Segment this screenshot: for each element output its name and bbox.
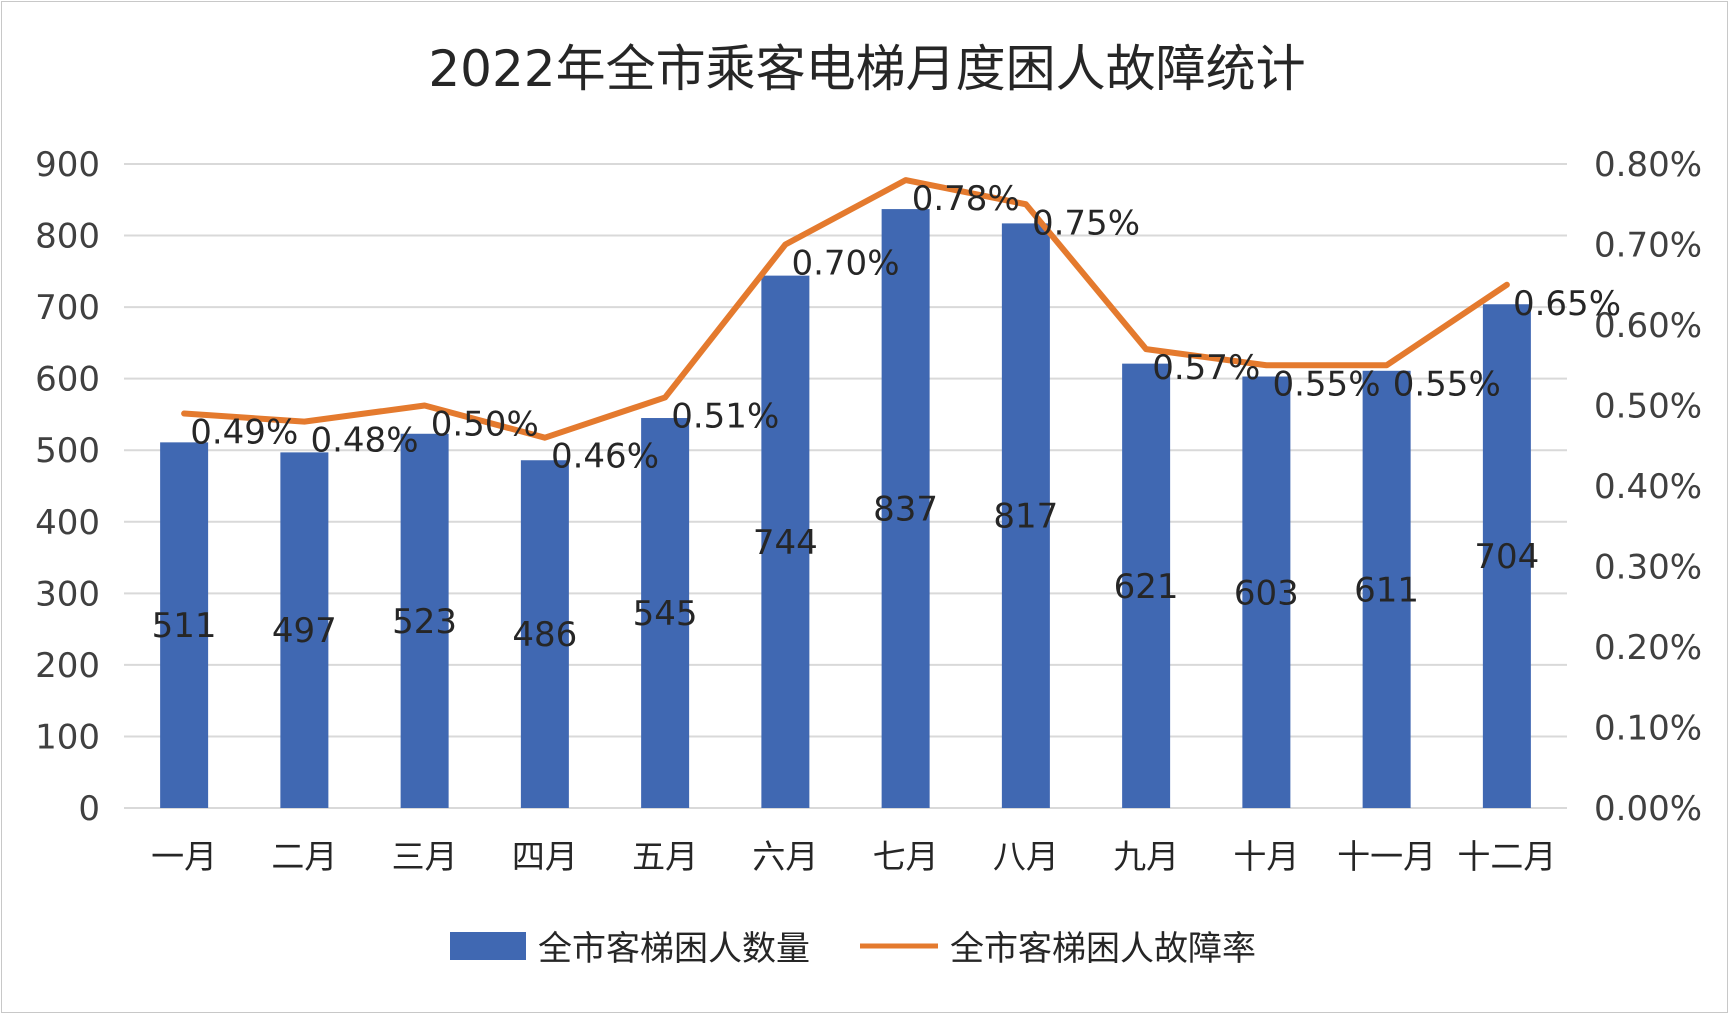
bar-value-label: 837 [873, 490, 938, 530]
line-value-label: 0.75% [1032, 203, 1140, 243]
bar-value-label: 603 [1234, 573, 1299, 613]
legend: 全市客梯困人数量 全市客梯困人故障率 [450, 929, 1256, 969]
bar [1001, 223, 1050, 808]
y2-tick-label: 0.20% [1594, 628, 1702, 668]
bar-value-label: 545 [633, 594, 698, 634]
line-value-label: 0.55% [1272, 364, 1380, 404]
category-axis-labels: 一月 二月 三月 四月 五月 六月 七月 八月 九月 十月 十一月 十二月 [151, 837, 1556, 876]
bar-value-label: 523 [392, 602, 457, 642]
y2-tick-label: 0.80% [1594, 145, 1702, 185]
category-label: 九月 [1113, 837, 1179, 876]
bar-value-label: 497 [272, 611, 337, 651]
bar [520, 460, 569, 808]
category-label: 五月 [632, 837, 698, 876]
bar [761, 275, 810, 808]
y2-tick-label: 0.70% [1594, 226, 1702, 266]
line-value-label: 0.50% [431, 405, 539, 445]
bar [280, 452, 329, 808]
y-tick-label: 700 [35, 288, 100, 328]
legend-bar-swatch [450, 932, 526, 960]
line-value-label: 0.46% [551, 437, 659, 477]
bar [1362, 370, 1411, 808]
left-axis-ticks: 0 100 200 300 400 500 600 700 800 900 [35, 145, 100, 829]
bar-value-label: 744 [753, 523, 818, 563]
category-label: 二月 [271, 837, 337, 876]
legend-bar-label: 全市客梯困人数量 [538, 929, 810, 969]
line-value-label: 0.70% [791, 244, 899, 284]
line-value-label: 0.48% [310, 421, 418, 461]
y-tick-label: 900 [35, 145, 100, 185]
line-value-label: 0.55% [1393, 364, 1501, 404]
bar [641, 418, 690, 808]
y2-tick-label: 0.30% [1594, 548, 1702, 588]
bar-value-label: 817 [993, 497, 1058, 537]
bar [160, 442, 209, 808]
y-tick-label: 100 [35, 717, 100, 757]
bar-value-label: 611 [1354, 570, 1419, 610]
y2-tick-label: 0.10% [1594, 709, 1702, 749]
chart-title: 2022年全市乘客电梯月度困人故障统计 [428, 40, 1305, 98]
y-tick-label: 800 [35, 217, 100, 257]
bar-value-label: 621 [1114, 567, 1179, 607]
bar-value-label: 511 [152, 606, 217, 646]
bar-value-label: 486 [512, 615, 577, 655]
category-label: 七月 [873, 837, 939, 876]
y-tick-label: 500 [35, 431, 100, 471]
rate-line [181, 177, 1510, 441]
y-tick-label: 0 [78, 789, 100, 829]
y-tick-label: 400 [35, 503, 100, 543]
bar [1122, 363, 1171, 808]
line-value-label: 0.65% [1513, 284, 1621, 324]
y2-tick-label: 0.40% [1594, 467, 1702, 507]
bar [1482, 304, 1531, 808]
bar-data-labels: 511 497 523 486 545 744 837 817 621 603 611 704 [152, 490, 1540, 656]
line-value-label: 0.51% [671, 396, 779, 436]
category-label: 三月 [392, 837, 458, 876]
y2-tick-label: 0.00% [1594, 789, 1702, 829]
bar-value-label: 704 [1474, 537, 1539, 577]
bar [1242, 376, 1291, 808]
category-label: 十月 [1233, 837, 1299, 876]
line-value-label: 0.78% [912, 179, 1020, 219]
y-tick-label: 200 [35, 646, 100, 686]
bar [400, 433, 449, 808]
right-axis-ticks: 0.00% 0.10% 0.20% 0.30% 0.40% 0.50% 0.60% 0.70%… [1594, 145, 1702, 829]
category-label: 四月 [512, 837, 578, 876]
line-value-label: 0.57% [1152, 348, 1260, 388]
y-tick-label: 600 [35, 360, 100, 400]
gridlines [124, 163, 1567, 809]
category-label: 六月 [752, 837, 818, 876]
y2-tick-label: 0.60% [1594, 306, 1702, 346]
bar-series [160, 209, 1531, 808]
category-label: 一月 [151, 837, 217, 876]
legend-line-label: 全市客梯困人故障率 [950, 929, 1256, 969]
line-series [181, 177, 1510, 441]
y2-tick-label: 0.50% [1594, 387, 1702, 427]
bar [881, 209, 930, 808]
line-value-label: 0.49% [190, 413, 298, 453]
category-label: 十二月 [1457, 837, 1556, 876]
category-label: 八月 [993, 837, 1059, 876]
y-tick-label: 300 [35, 574, 100, 614]
category-label: 十一月 [1337, 837, 1436, 876]
line-data-labels: 0.49% 0.48% 0.50% 0.46% 0.51% 0.70% 0.78% 0.75%… [190, 179, 1621, 477]
